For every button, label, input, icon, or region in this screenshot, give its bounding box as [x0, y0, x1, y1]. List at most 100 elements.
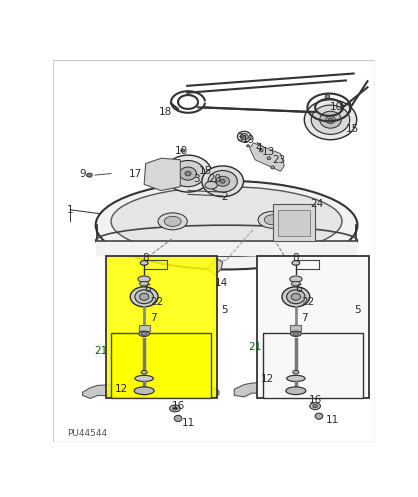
Ellipse shape	[286, 387, 306, 395]
Ellipse shape	[304, 100, 357, 140]
Ellipse shape	[180, 167, 196, 180]
Bar	[139, 326, 150, 331]
Ellipse shape	[293, 332, 299, 335]
Bar	[97, 241, 357, 256]
Text: 15: 15	[199, 166, 212, 176]
Bar	[263, 333, 363, 399]
Text: 12: 12	[261, 374, 274, 384]
Bar	[257, 256, 369, 399]
Bar	[278, 210, 311, 236]
Text: 18: 18	[158, 107, 171, 117]
Text: 16: 16	[308, 395, 322, 405]
Bar	[106, 256, 217, 399]
Text: 23: 23	[272, 155, 285, 165]
Ellipse shape	[282, 287, 310, 307]
Polygon shape	[144, 158, 180, 190]
Polygon shape	[234, 382, 367, 399]
Ellipse shape	[173, 407, 177, 410]
Ellipse shape	[291, 293, 301, 300]
Bar	[111, 333, 211, 399]
Text: 3: 3	[193, 174, 200, 184]
Ellipse shape	[264, 215, 281, 225]
Ellipse shape	[96, 181, 357, 269]
Ellipse shape	[291, 281, 301, 286]
Polygon shape	[83, 383, 219, 399]
Text: 2: 2	[221, 192, 227, 202]
Ellipse shape	[325, 94, 330, 98]
Ellipse shape	[140, 390, 149, 396]
Text: 17: 17	[129, 168, 142, 178]
Ellipse shape	[313, 405, 317, 408]
Ellipse shape	[291, 390, 301, 395]
Ellipse shape	[258, 211, 287, 228]
Text: 19: 19	[242, 136, 255, 146]
Ellipse shape	[138, 276, 150, 282]
Text: 8: 8	[143, 253, 149, 263]
Ellipse shape	[170, 405, 180, 412]
Text: 9: 9	[79, 168, 86, 178]
Text: 6: 6	[145, 284, 151, 294]
Text: 1: 1	[67, 205, 74, 215]
Ellipse shape	[174, 415, 182, 421]
Text: 7: 7	[301, 313, 308, 323]
Ellipse shape	[140, 281, 149, 286]
Bar	[291, 326, 301, 331]
Ellipse shape	[247, 145, 250, 147]
Ellipse shape	[135, 375, 153, 382]
Text: 22: 22	[301, 297, 314, 307]
Ellipse shape	[293, 370, 299, 374]
Polygon shape	[207, 258, 223, 275]
Ellipse shape	[267, 157, 271, 160]
Ellipse shape	[290, 276, 302, 282]
Ellipse shape	[216, 176, 229, 186]
Text: 11: 11	[181, 418, 195, 428]
Ellipse shape	[329, 118, 332, 121]
Text: 5: 5	[221, 305, 227, 315]
Ellipse shape	[141, 370, 147, 374]
Ellipse shape	[141, 332, 147, 335]
Ellipse shape	[271, 166, 275, 169]
Text: 22: 22	[150, 297, 164, 307]
Text: 12: 12	[115, 384, 127, 394]
Ellipse shape	[259, 149, 263, 152]
Polygon shape	[250, 143, 284, 171]
Ellipse shape	[243, 136, 246, 138]
Ellipse shape	[237, 131, 251, 142]
Text: 8: 8	[293, 253, 299, 263]
Ellipse shape	[291, 331, 301, 336]
Ellipse shape	[171, 161, 205, 187]
Ellipse shape	[208, 170, 237, 192]
Ellipse shape	[205, 181, 217, 189]
Ellipse shape	[320, 111, 341, 128]
Text: 15: 15	[345, 124, 359, 134]
Ellipse shape	[292, 260, 300, 265]
Text: 24: 24	[310, 199, 323, 209]
Ellipse shape	[181, 149, 185, 152]
Ellipse shape	[240, 134, 248, 140]
Text: 5: 5	[354, 305, 361, 315]
Text: 13: 13	[262, 147, 275, 157]
Text: 10: 10	[175, 146, 188, 156]
Ellipse shape	[135, 290, 153, 304]
Ellipse shape	[87, 173, 92, 177]
Text: 21: 21	[248, 342, 262, 352]
Ellipse shape	[139, 331, 150, 336]
Bar	[273, 204, 315, 242]
Text: 10: 10	[330, 102, 343, 112]
Text: 21: 21	[94, 346, 108, 356]
Text: 7: 7	[150, 313, 157, 323]
Ellipse shape	[326, 116, 335, 124]
Text: 4: 4	[255, 143, 262, 153]
Ellipse shape	[111, 187, 342, 256]
Ellipse shape	[202, 166, 244, 197]
Ellipse shape	[185, 171, 191, 176]
Text: PU44544: PU44544	[67, 428, 107, 437]
Text: 16: 16	[172, 401, 186, 411]
Text: 14: 14	[214, 278, 228, 288]
Ellipse shape	[310, 403, 321, 410]
Ellipse shape	[140, 293, 149, 300]
Bar	[106, 256, 217, 399]
Ellipse shape	[287, 375, 305, 382]
Text: 3: 3	[236, 133, 243, 143]
Text: 6: 6	[295, 284, 301, 294]
